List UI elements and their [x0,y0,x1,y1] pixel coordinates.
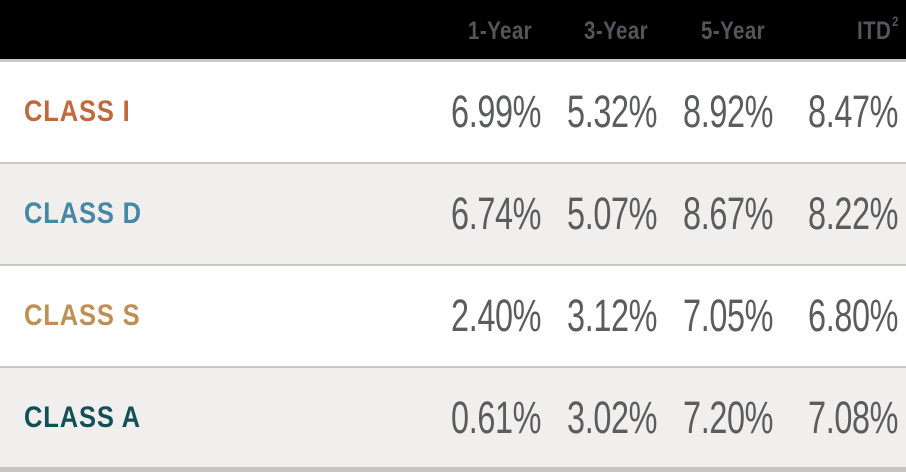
class-a-1-year-value: 0.61% [451,391,542,443]
class-i-3-year-value: 5.32% [567,86,658,137]
col-header-itd: ITD2 [765,13,899,46]
class-s-5-year-value: 7.05% [683,290,774,341]
footnote-marker: 2 [892,13,899,29]
col-header-5-year: 5-Year [648,17,765,46]
class-s-3-year-value: 3.12% [567,290,658,341]
value-cell: 8.67% [648,188,773,240]
table-row-class-a: CLASS A 0.61% 3.02% 7.20% 7.08% [0,368,906,472]
class-a-itd-value: 7.08% [807,391,898,443]
value-cell: 3.02% [532,392,657,444]
table-header-row: 1-Year 3-Year 5-Year ITD2 [0,0,906,62]
value-cell: 5.07% [532,188,657,240]
value-cell: 6.80% [765,290,898,342]
value-cell: 2.40% [416,290,541,342]
class-i-5-year-value: 8.92% [683,86,774,137]
value-cell: 8.92% [648,86,773,138]
itd-text: ITD [857,16,892,45]
col-header-1-year: 1-Year [416,17,532,46]
class-s-itd-value: 6.80% [807,290,898,341]
class-d-3-year-value: 5.07% [567,188,658,239]
class-a-3-year-value: 3.02% [567,391,658,443]
value-cell: 6.99% [416,86,541,138]
value-cell: 5.32% [532,86,657,138]
class-i-label: CLASS I [24,95,131,128]
col-header-5-year-label: 5-Year [700,16,765,45]
class-a-5-year-value: 7.20% [683,391,774,443]
class-i-itd-value: 8.47% [807,86,898,137]
class-a-label: CLASS A [24,400,141,434]
class-label-cell: CLASS S [0,299,416,333]
value-cell: 0.61% [416,392,541,444]
class-s-1-year-value: 2.40% [451,290,542,341]
value-cell: 8.47% [765,86,898,138]
class-i-1-year-value: 6.99% [451,86,542,137]
class-d-itd-value: 8.22% [807,188,898,239]
class-label-cell: CLASS A [0,401,416,435]
class-d-label: CLASS D [24,197,142,230]
class-label-cell: CLASS I [0,95,416,129]
table-row-class-i: CLASS I 6.99% 5.32% 8.92% 8.47% [0,62,906,164]
table-row-class-d: CLASS D 6.74% 5.07% 8.67% 8.22% [0,164,906,266]
value-cell: 6.74% [416,188,541,240]
col-header-1-year-label: 1-Year [467,16,532,45]
value-cell: 3.12% [532,290,657,342]
table-row-class-s: CLASS S 2.40% 3.12% 7.05% 6.80% [0,266,906,368]
class-d-1-year-value: 6.74% [451,188,542,239]
value-cell: 7.05% [648,290,773,342]
class-s-label: CLASS S [24,299,141,332]
col-header-3-year-label: 3-Year [583,16,648,45]
value-cell: 8.22% [765,188,898,240]
col-header-3-year: 3-Year [532,17,648,46]
class-d-5-year-value: 8.67% [683,188,774,239]
col-header-itd-label: ITD2 [857,13,899,46]
value-cell: 7.20% [648,392,773,444]
value-cell: 7.08% [765,392,898,444]
class-label-cell: CLASS D [0,197,416,231]
